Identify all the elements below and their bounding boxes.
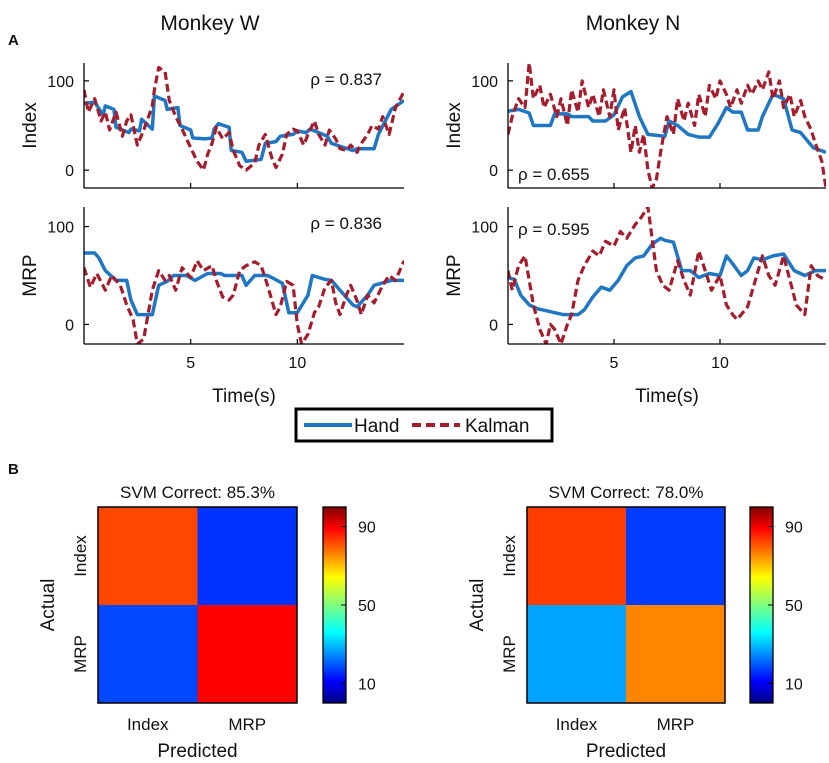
legend-kalman-label: Kalman	[465, 416, 529, 437]
x-axis-label: Time(s)	[635, 386, 699, 407]
x-tick-label: 10	[711, 355, 729, 372]
heatmap-w-confusion: SVM Correct: 85.3% Index MRP Index MRP Predic…	[38, 483, 376, 762]
heatmap-title: SVM Correct: 85.3%	[120, 483, 275, 502]
y-tick-label: 100	[471, 74, 498, 91]
line-chart-n-index: 0 100 Index ρ = 0.655	[444, 63, 826, 189]
colorbar-tick-label: 90	[785, 520, 803, 537]
y-tick-label: 100	[47, 74, 74, 91]
y-axis-label: Index	[20, 102, 41, 149]
x-tick-label: 5	[610, 355, 619, 372]
heatmap-frame	[97, 506, 298, 704]
heatmap-cell	[626, 507, 726, 606]
heatmap-cell	[197, 605, 298, 704]
series-line-kalman	[84, 65, 404, 172]
y-axis-label: Index	[444, 102, 465, 149]
heatmap-cell	[98, 507, 198, 606]
x-axis-label: Predicted	[586, 741, 666, 762]
heatmap-cell	[98, 605, 198, 704]
y-tick-label: 0	[489, 163, 498, 180]
x-category-label: MRP	[228, 715, 266, 734]
legend-box	[294, 407, 554, 443]
series-group	[508, 63, 826, 188]
series-line-hand	[508, 236, 826, 317]
colorbar-tick-label: 50	[785, 598, 803, 615]
y-axis-label: MRP	[444, 254, 465, 296]
line-chart-w-mrp: 0 100 5 10 MRP Time(s) ρ = 0.836	[20, 207, 404, 407]
x-category-label: Index	[127, 715, 169, 734]
heatmap-n-confusion: SVM Correct: 78.0% Index MRP Index MRP Predic…	[467, 483, 803, 762]
series-line-kalman	[508, 207, 826, 344]
correlation-annotation: ρ = 0.655	[518, 165, 590, 184]
series-line-kalman	[84, 259, 404, 344]
x-category-label: MRP	[657, 715, 695, 734]
panel-label-b: B	[8, 461, 19, 478]
correlation-annotation: ρ = 0.836	[310, 214, 382, 233]
series-group	[84, 251, 404, 344]
series-line-hand	[508, 89, 826, 154]
x-axis-label: Predicted	[157, 741, 237, 762]
y-tick-label: 0	[65, 163, 74, 180]
monkey-w-title-text: Monkey W	[160, 12, 259, 35]
heatmap-title: SVM Correct: 78.0%	[549, 483, 704, 502]
y-tick-label: 0	[489, 317, 498, 334]
heatmap-cell	[527, 507, 627, 606]
confusion-matrices: SVM Correct: 85.3% Index MRP Index MRP Predic…	[38, 483, 803, 762]
monkey-n-title-text: Monkey N	[586, 12, 681, 35]
colorbar-tick-label: 10	[358, 676, 376, 693]
series-group	[508, 207, 826, 344]
y-category-label: MRP	[71, 635, 90, 673]
colorbar-tick-label: 50	[358, 598, 376, 615]
panel-label-a: A	[8, 32, 19, 49]
legend-hand-label: Hand	[354, 416, 399, 437]
colorbar-tick-label: 90	[358, 520, 376, 537]
legend: Hand Kalman	[294, 407, 554, 443]
x-tick-label: 5	[186, 355, 195, 372]
monkey-n-title: Monkey N	[586, 12, 681, 35]
y-axis-label: Actual	[467, 579, 488, 632]
y-tick-label: 100	[47, 220, 74, 237]
heatmap-cell	[527, 605, 627, 704]
series-line-hand	[84, 94, 404, 163]
y-tick-label: 100	[471, 220, 498, 237]
x-tick-label: 10	[288, 355, 306, 372]
y-category-label: Index	[71, 535, 90, 577]
y-tick-label: 0	[65, 317, 74, 334]
y-category-label: Index	[500, 535, 519, 577]
y-axis-label: MRP	[20, 254, 41, 296]
correlation-annotation: ρ = 0.837	[310, 70, 382, 89]
heatmap-frame	[526, 506, 726, 704]
x-category-label: Index	[556, 715, 598, 734]
correlation-annotation: ρ = 0.595	[518, 220, 590, 239]
heatmap-cell	[197, 507, 298, 606]
colorbar-tick-label: 10	[785, 676, 803, 693]
y-category-label: MRP	[500, 635, 519, 673]
line-chart-n-mrp: 0 100 5 10 MRP Time(s) ρ = 0.595	[444, 207, 826, 407]
series-line-hand	[84, 251, 404, 317]
series-group	[84, 65, 404, 172]
heatmap-cell	[626, 605, 726, 704]
y-axis-label: Actual	[38, 579, 59, 632]
line-chart-w-index: 0 100 Index ρ = 0.837	[20, 63, 404, 189]
monkey-w-title: Monkey W	[160, 12, 259, 35]
x-axis-label: Time(s)	[212, 386, 276, 407]
series-line-kalman	[508, 63, 826, 188]
